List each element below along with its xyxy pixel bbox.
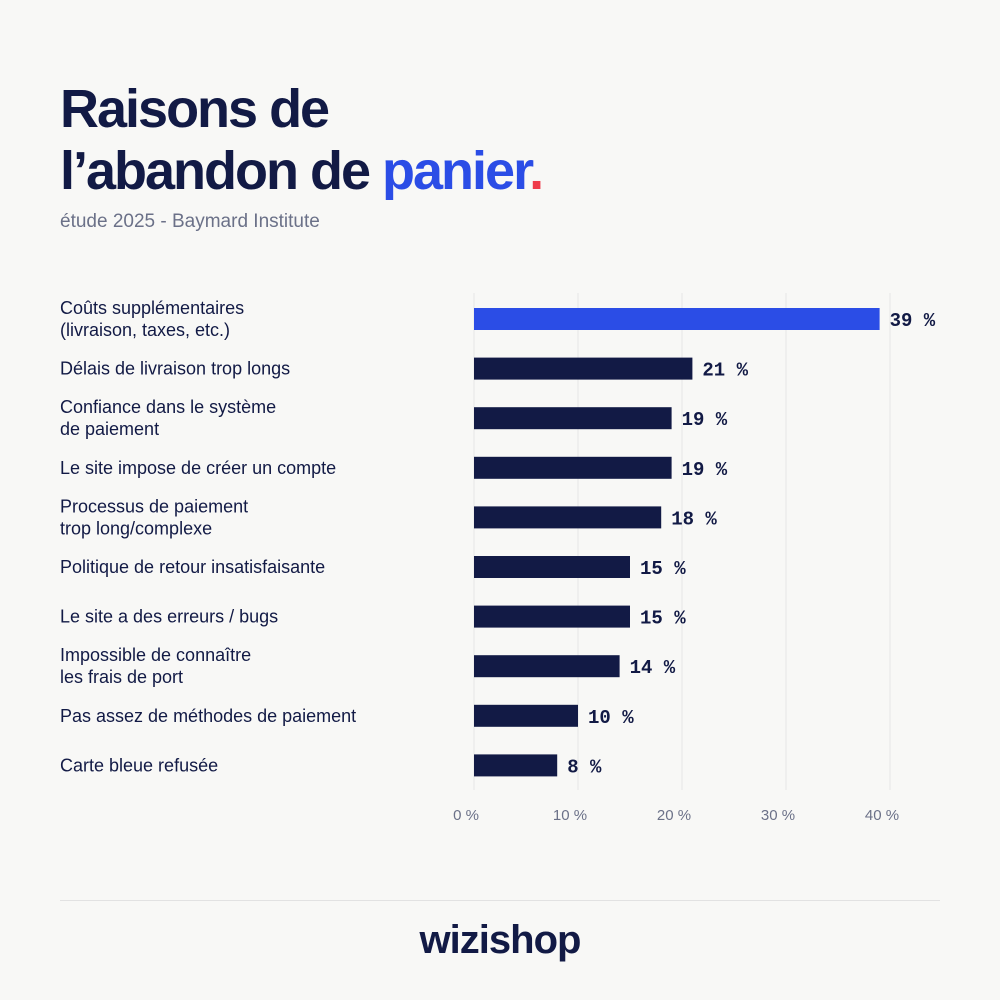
category-label: Délais de livraison trop longs — [60, 359, 290, 379]
footer-divider — [60, 900, 940, 901]
category-label-line: les frais de port — [60, 667, 183, 687]
value-label: 15 % — [640, 608, 686, 630]
x-tick-label: 40 % — [865, 807, 899, 824]
wizishop-logo: wizishop — [419, 918, 582, 962]
title-accent-word: panier — [382, 141, 531, 201]
title-line-2-prefix: l’abandon de — [60, 141, 383, 201]
value-label: 19 % — [682, 459, 728, 481]
bar — [474, 556, 630, 578]
value-label: 8 % — [567, 756, 602, 778]
category-label: Impossible de connaître les frais de port — [60, 645, 251, 687]
value-label: 39 % — [890, 310, 936, 332]
category-label: Processus de paiement trop long/complexe — [60, 496, 248, 538]
category-label: Pas assez de méthodes de paiement — [60, 706, 356, 726]
value-label: 15 % — [640, 558, 686, 580]
category-label-line: de paiement — [60, 419, 159, 439]
category-label: Carte bleue refusée — [60, 755, 218, 775]
category-label: Coûts supplémentaires (livraison, taxes, … — [60, 298, 244, 340]
category-label-line: trop long/complexe — [60, 518, 212, 538]
x-tick-label: 0 % — [453, 807, 479, 824]
bar — [474, 456, 672, 479]
chart-subtitle: étude 2025 - Baymard Institute — [60, 211, 320, 232]
x-tick-label: 20 % — [657, 807, 691, 824]
value-label: 10 % — [588, 707, 634, 729]
chart-title: Raisons de l’abandon de panier. — [60, 78, 544, 202]
category-label-line: Carte bleue refusée — [60, 755, 218, 775]
value-label: 21 % — [702, 360, 748, 382]
category-label-line: (livraison, taxes, etc.) — [60, 320, 230, 340]
x-tick-label: 10 % — [553, 807, 587, 824]
category-label: Politique de retour insatisfaisante — [60, 557, 325, 577]
title-line-2: l’abandon de panier. — [60, 140, 544, 202]
value-label: 14 % — [630, 657, 676, 679]
bar — [474, 357, 693, 380]
category-label-line: Le site impose de créer un compte — [60, 458, 336, 478]
value-label: 19 % — [682, 409, 728, 431]
category-label-line: Pas assez de méthodes de paiement — [60, 706, 356, 726]
category-label: Le site impose de créer un compte — [60, 458, 336, 478]
bar — [474, 506, 662, 529]
bar — [474, 704, 578, 727]
category-label-line: Le site a des erreurs / bugs — [60, 607, 278, 627]
bar-chart: 0 % 10 % 20 % 30 % 40 % 39 % Coûts supplémenta… — [60, 293, 936, 824]
title-dot: . — [529, 141, 544, 201]
category-label: Le site a des erreurs / bugs — [60, 607, 278, 627]
bar — [474, 605, 630, 628]
category-label-line: Politique de retour insatisfaisante — [60, 557, 325, 577]
category-label-line: Impossible de connaître — [60, 645, 251, 665]
bar — [474, 308, 880, 330]
bar — [474, 655, 620, 678]
category-label-line: Coûts supplémentaires — [60, 298, 244, 318]
x-tick-label: 30 % — [761, 807, 795, 824]
category-label-line: Délais de livraison trop longs — [60, 359, 290, 379]
value-label: 18 % — [671, 508, 717, 530]
title-line-1: Raisons de — [60, 79, 330, 139]
category-label: Confiance dans le système de paiement — [60, 397, 276, 439]
bar — [474, 754, 558, 777]
category-label-line: Confiance dans le système — [60, 397, 276, 417]
bar — [474, 407, 672, 430]
category-label-line: Processus de paiement — [60, 496, 248, 516]
